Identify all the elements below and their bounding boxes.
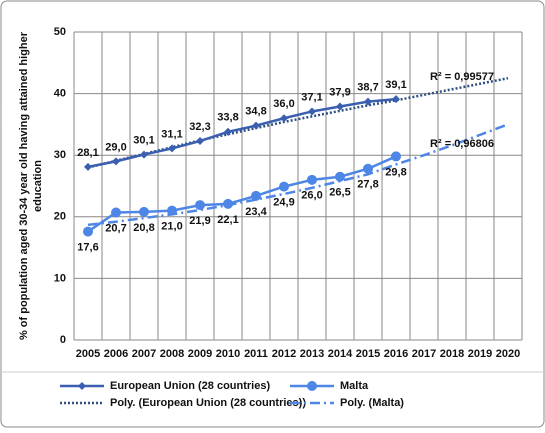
x-tick-label: 2015 — [356, 348, 380, 360]
y-tick-label: 0 — [60, 334, 66, 346]
marker — [139, 206, 149, 217]
y-tick-label: 10 — [54, 272, 66, 284]
x-tick-label: 2007 — [132, 348, 156, 360]
annotation: R² = 0,96806 — [430, 138, 494, 150]
series-line — [87, 97, 397, 169]
data-label: 29,8 — [385, 166, 406, 178]
marker — [168, 144, 176, 153]
marker — [308, 107, 316, 116]
data-label: 28,1 — [77, 147, 98, 159]
y-tick-label: 50 — [54, 26, 66, 38]
marker — [223, 198, 233, 209]
data-label: 30,1 — [133, 134, 154, 146]
data-label: 20,8 — [133, 222, 154, 234]
marker — [364, 97, 372, 106]
marker — [252, 121, 260, 130]
marker — [307, 174, 317, 185]
data-label: 38,7 — [357, 82, 378, 94]
marker — [336, 102, 344, 111]
x-tick-label: 2014 — [328, 348, 353, 360]
data-label: 29,0 — [105, 141, 126, 153]
data-label: 21,9 — [189, 215, 210, 227]
annotation: R² = 0,99577 — [430, 71, 494, 83]
marker — [195, 200, 205, 211]
x-tick-label: 2009 — [188, 348, 212, 360]
data-label: 39,1 — [385, 79, 406, 91]
marker — [251, 190, 261, 201]
data-label: 26,0 — [301, 190, 322, 202]
data-label: 17,6 — [77, 241, 98, 253]
data-label: 21,0 — [161, 221, 182, 233]
data-label: 23,4 — [245, 206, 267, 218]
legend-marker — [78, 382, 86, 390]
marker — [335, 171, 345, 182]
marker — [224, 127, 232, 136]
legend-label: Poly. (European Union (28 countries)) — [110, 397, 306, 409]
marker — [392, 95, 400, 104]
marker — [167, 205, 177, 216]
data-label: 34,8 — [245, 106, 266, 118]
x-tick-label: 2008 — [160, 348, 184, 360]
x-tick-label: 2018 — [440, 348, 464, 360]
legend-label: Malta — [340, 380, 369, 392]
data-label: 26,5 — [329, 187, 350, 199]
data-label: 31,1 — [161, 128, 182, 140]
x-tick-label: 2019 — [468, 348, 492, 360]
marker — [111, 207, 121, 218]
x-tick-label: 2005 — [76, 348, 100, 360]
y-tick-label: 20 — [54, 211, 66, 223]
marker — [84, 162, 92, 171]
marker — [83, 226, 93, 237]
y-tick-label: 40 — [54, 88, 66, 100]
x-tick-label: 2016 — [384, 348, 408, 360]
data-label: 20,7 — [105, 222, 126, 234]
legend-label: European Union (28 countries) — [110, 380, 270, 392]
y-axis-label: % of population aged 30-34 year old havi… — [18, 31, 30, 340]
data-label: 27,8 — [357, 179, 378, 191]
x-tick-label: 2020 — [496, 348, 520, 360]
data-label: 37,1 — [301, 91, 322, 103]
marker — [391, 151, 401, 162]
legend-marker — [307, 381, 317, 391]
y-tick-label: 30 — [54, 149, 66, 161]
data-label: 32,3 — [189, 121, 210, 133]
marker — [279, 181, 289, 192]
x-tick-label: 2013 — [300, 348, 324, 360]
y-axis-label: education — [32, 160, 44, 212]
marker — [363, 163, 373, 174]
data-label: 36,0 — [273, 98, 294, 110]
data-label: 33,8 — [217, 112, 238, 124]
marker — [140, 150, 148, 159]
x-tick-label: 2011 — [244, 348, 268, 360]
x-tick-label: 2010 — [216, 348, 240, 360]
marker — [112, 157, 120, 166]
marker — [280, 114, 288, 123]
x-tick-label: 2017 — [412, 348, 436, 360]
data-label: 22,1 — [217, 214, 238, 226]
legend-label: Poly. (Malta) — [340, 397, 404, 409]
marker — [196, 137, 204, 146]
data-label: 37,9 — [329, 86, 350, 98]
x-tick-label: 2012 — [272, 348, 296, 360]
x-tick-label: 2006 — [104, 348, 128, 360]
data-label: 24,9 — [273, 197, 294, 209]
